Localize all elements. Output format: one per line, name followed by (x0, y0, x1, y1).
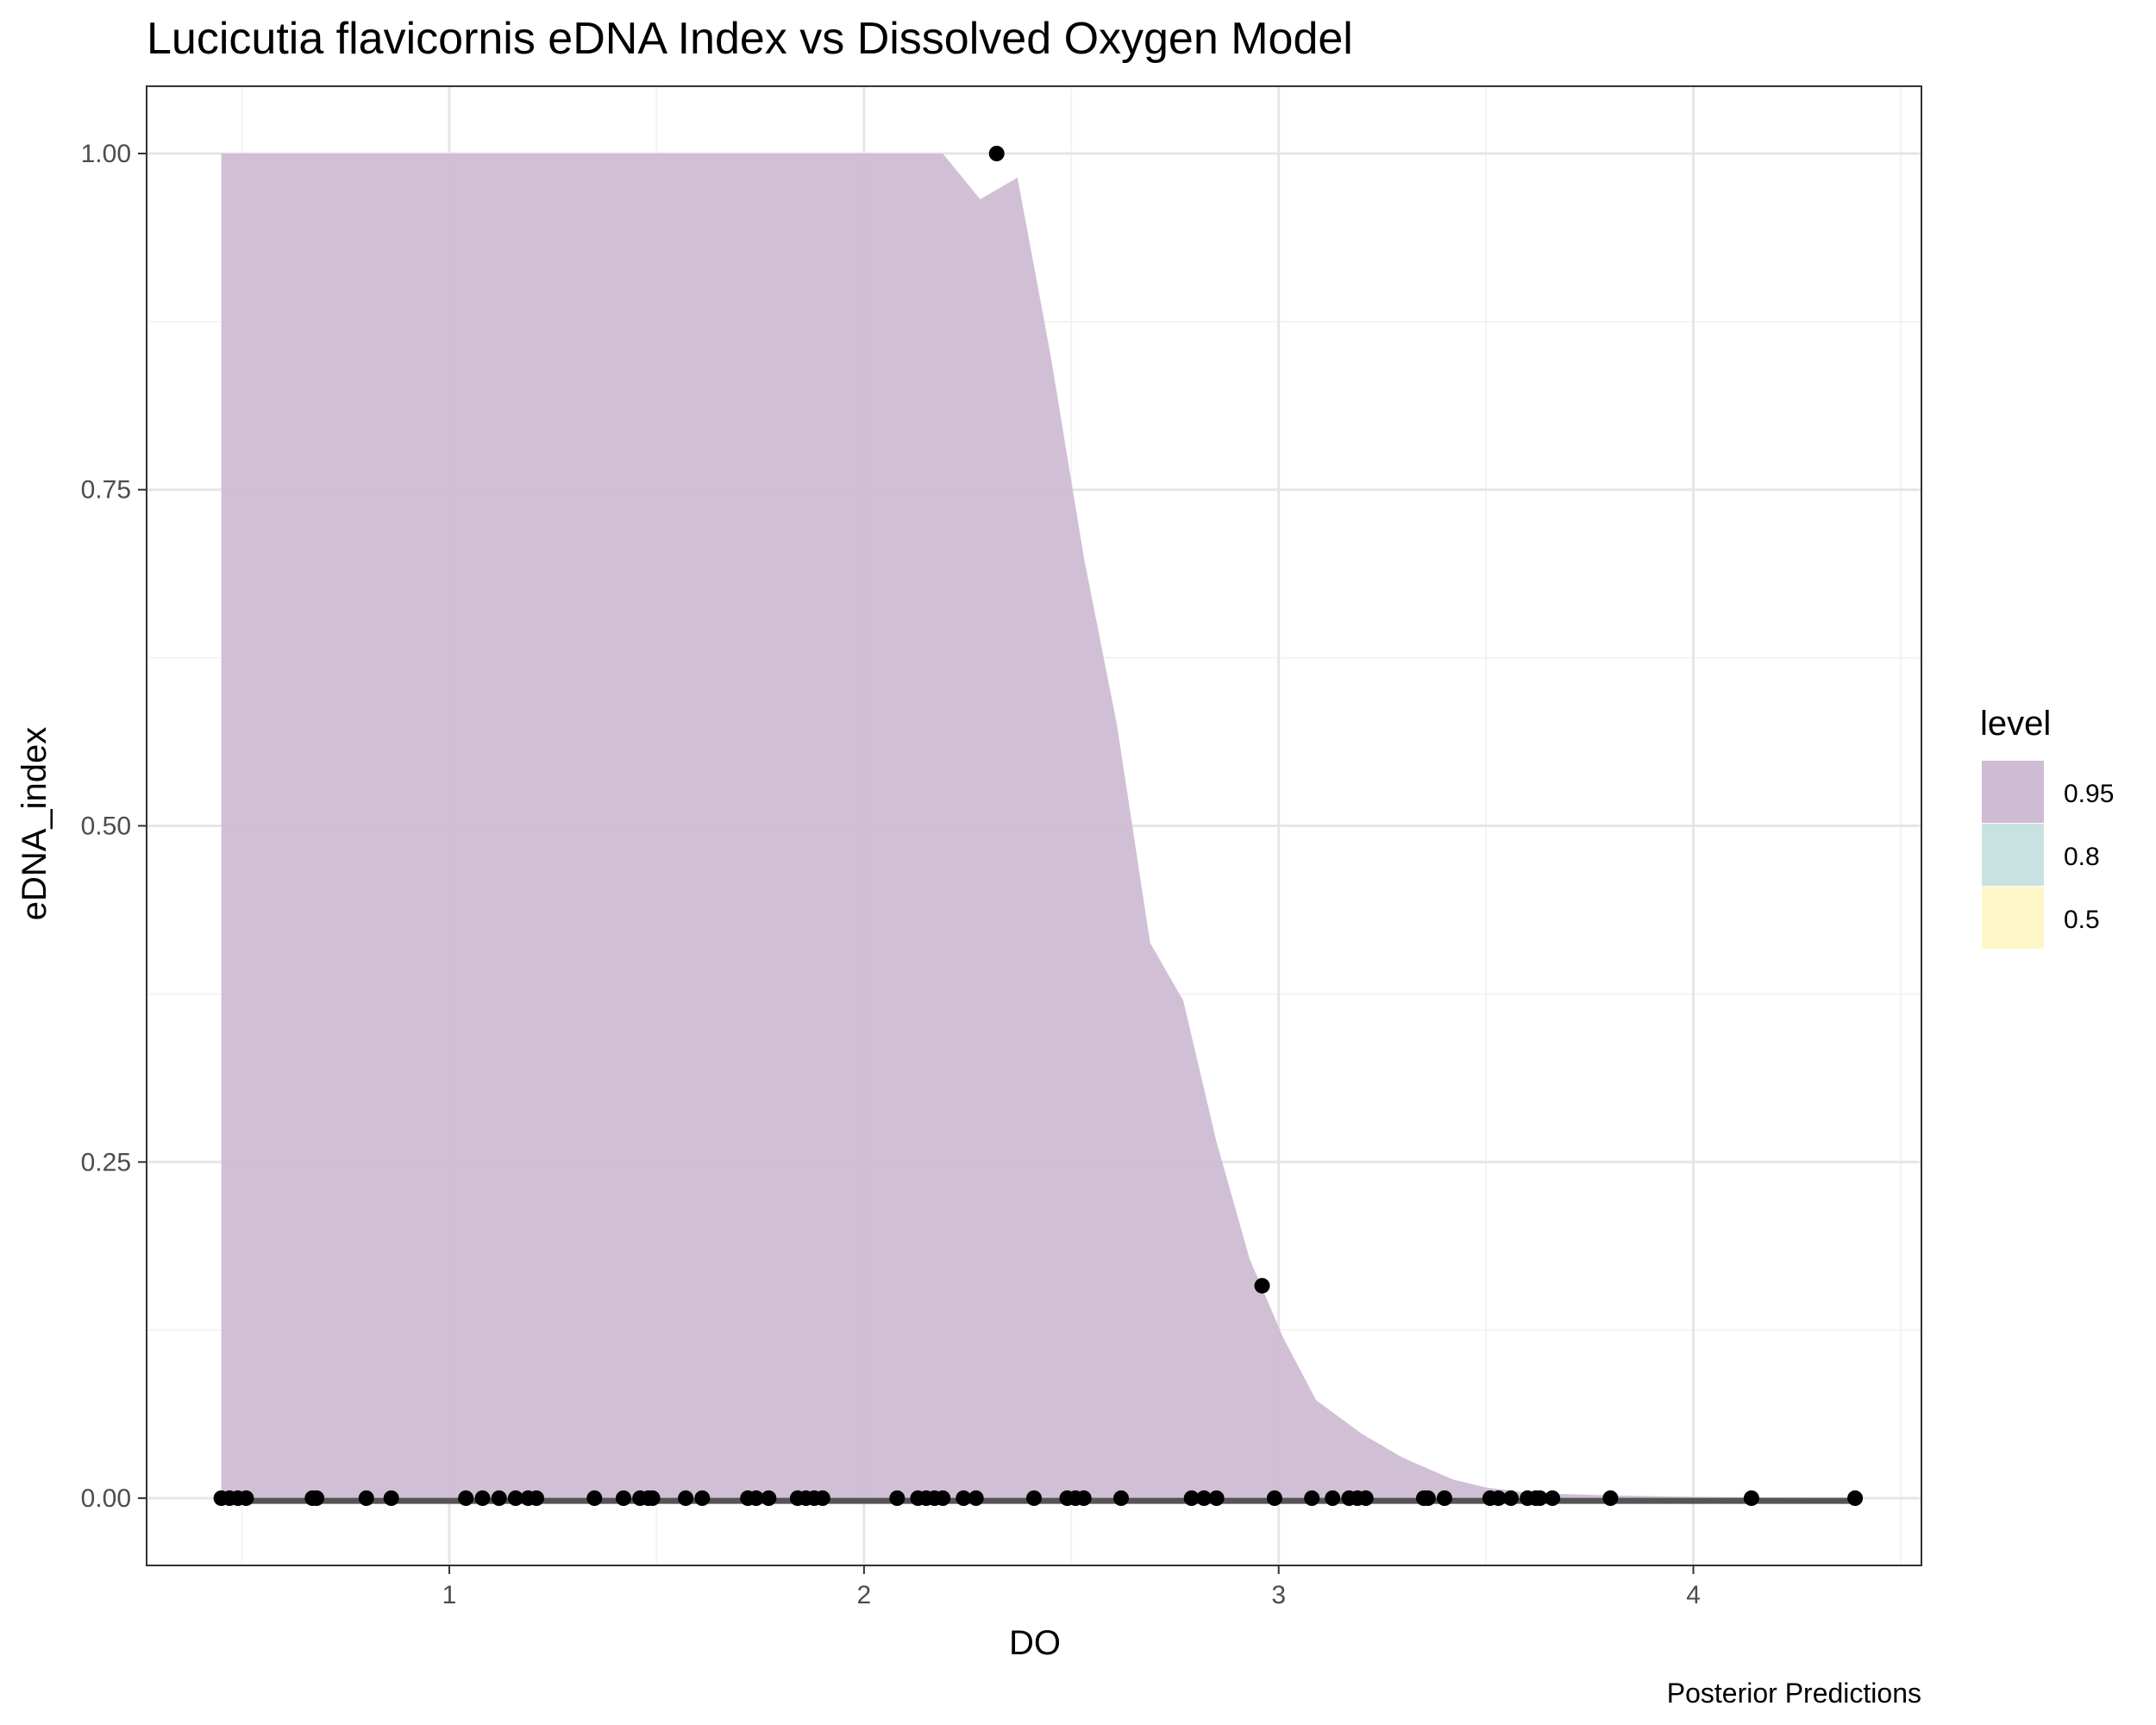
ribbon-95 (221, 154, 1859, 1498)
x-tick-label: 3 (1271, 1581, 1286, 1609)
data-point (935, 1490, 951, 1506)
data-point (238, 1490, 254, 1506)
data-point (889, 1490, 906, 1506)
data-point (491, 1490, 507, 1506)
data-point (1602, 1490, 1619, 1506)
chart-title: Lucicutia flavicornis eDNA Index vs Diss… (147, 14, 1353, 64)
data-point (1304, 1490, 1320, 1506)
data-point (1183, 1490, 1200, 1506)
data-point (1545, 1490, 1561, 1506)
data-point (748, 1490, 764, 1506)
x-tick-label: 4 (1686, 1581, 1701, 1609)
x-tick-label: 1 (442, 1581, 457, 1609)
data-point (1847, 1490, 1864, 1506)
credible-ribbons (221, 154, 1859, 1498)
legend-key-0.5 (1982, 887, 2044, 949)
data-point (458, 1490, 474, 1506)
data-point (1503, 1490, 1519, 1506)
y-tick-label: 1.00 (81, 140, 131, 168)
data-point (678, 1490, 694, 1506)
legend-label-0.5: 0.5 (2064, 906, 2100, 934)
data-point (1490, 1490, 1507, 1506)
data-point (383, 1490, 399, 1506)
data-point (956, 1490, 972, 1506)
legend-key-0.8 (1982, 824, 2044, 886)
data-point (988, 146, 1005, 161)
data-point (1743, 1490, 1759, 1506)
data-points (213, 146, 1864, 1506)
data-point (586, 1490, 603, 1506)
data-point (1113, 1490, 1129, 1506)
data-point (1254, 1277, 1270, 1294)
data-point (694, 1490, 711, 1506)
data-point (309, 1490, 325, 1506)
y-tick-label: 0.25 (81, 1148, 131, 1176)
x-tick-label: 2 (857, 1581, 872, 1609)
data-point (1075, 1490, 1092, 1506)
legend-label-0.8: 0.8 (2064, 843, 2100, 871)
x-axis-ticks: 1 2 3 4 (442, 1565, 1701, 1609)
data-point (1266, 1490, 1282, 1506)
data-point (1357, 1490, 1374, 1506)
y-axis-title: eDNA_index (16, 727, 53, 921)
data-point (1420, 1490, 1436, 1506)
data-point (616, 1490, 631, 1506)
data-point (644, 1490, 661, 1506)
data-point (1437, 1490, 1452, 1506)
data-point (761, 1490, 777, 1506)
legend: level 0.95 0.8 0.5 (1980, 705, 2114, 949)
y-tick-label: 0.50 (81, 812, 131, 841)
y-tick-label: 0.00 (81, 1484, 131, 1513)
plot-panel (146, 85, 1922, 1566)
data-point (358, 1490, 374, 1506)
data-point (1196, 1490, 1213, 1506)
data-point (814, 1490, 830, 1506)
data-point (529, 1490, 544, 1506)
legend-label-0.95: 0.95 (2064, 780, 2114, 808)
data-point (968, 1490, 984, 1506)
data-point (474, 1490, 491, 1506)
x-axis-title: DO (1009, 1624, 1061, 1662)
data-point (1325, 1490, 1341, 1506)
chart-caption: Posterior Predictions (1667, 1678, 1921, 1709)
data-point (1208, 1490, 1225, 1506)
legend-key-0.95 (1982, 761, 2044, 823)
data-point (507, 1490, 523, 1506)
legend-title: level (1980, 705, 2051, 743)
y-axis-ticks: 0.00 0.25 0.50 0.75 1.00 (81, 140, 147, 1513)
y-tick-label: 0.75 (81, 476, 131, 505)
data-point (1026, 1490, 1042, 1506)
data-point (1532, 1490, 1548, 1506)
